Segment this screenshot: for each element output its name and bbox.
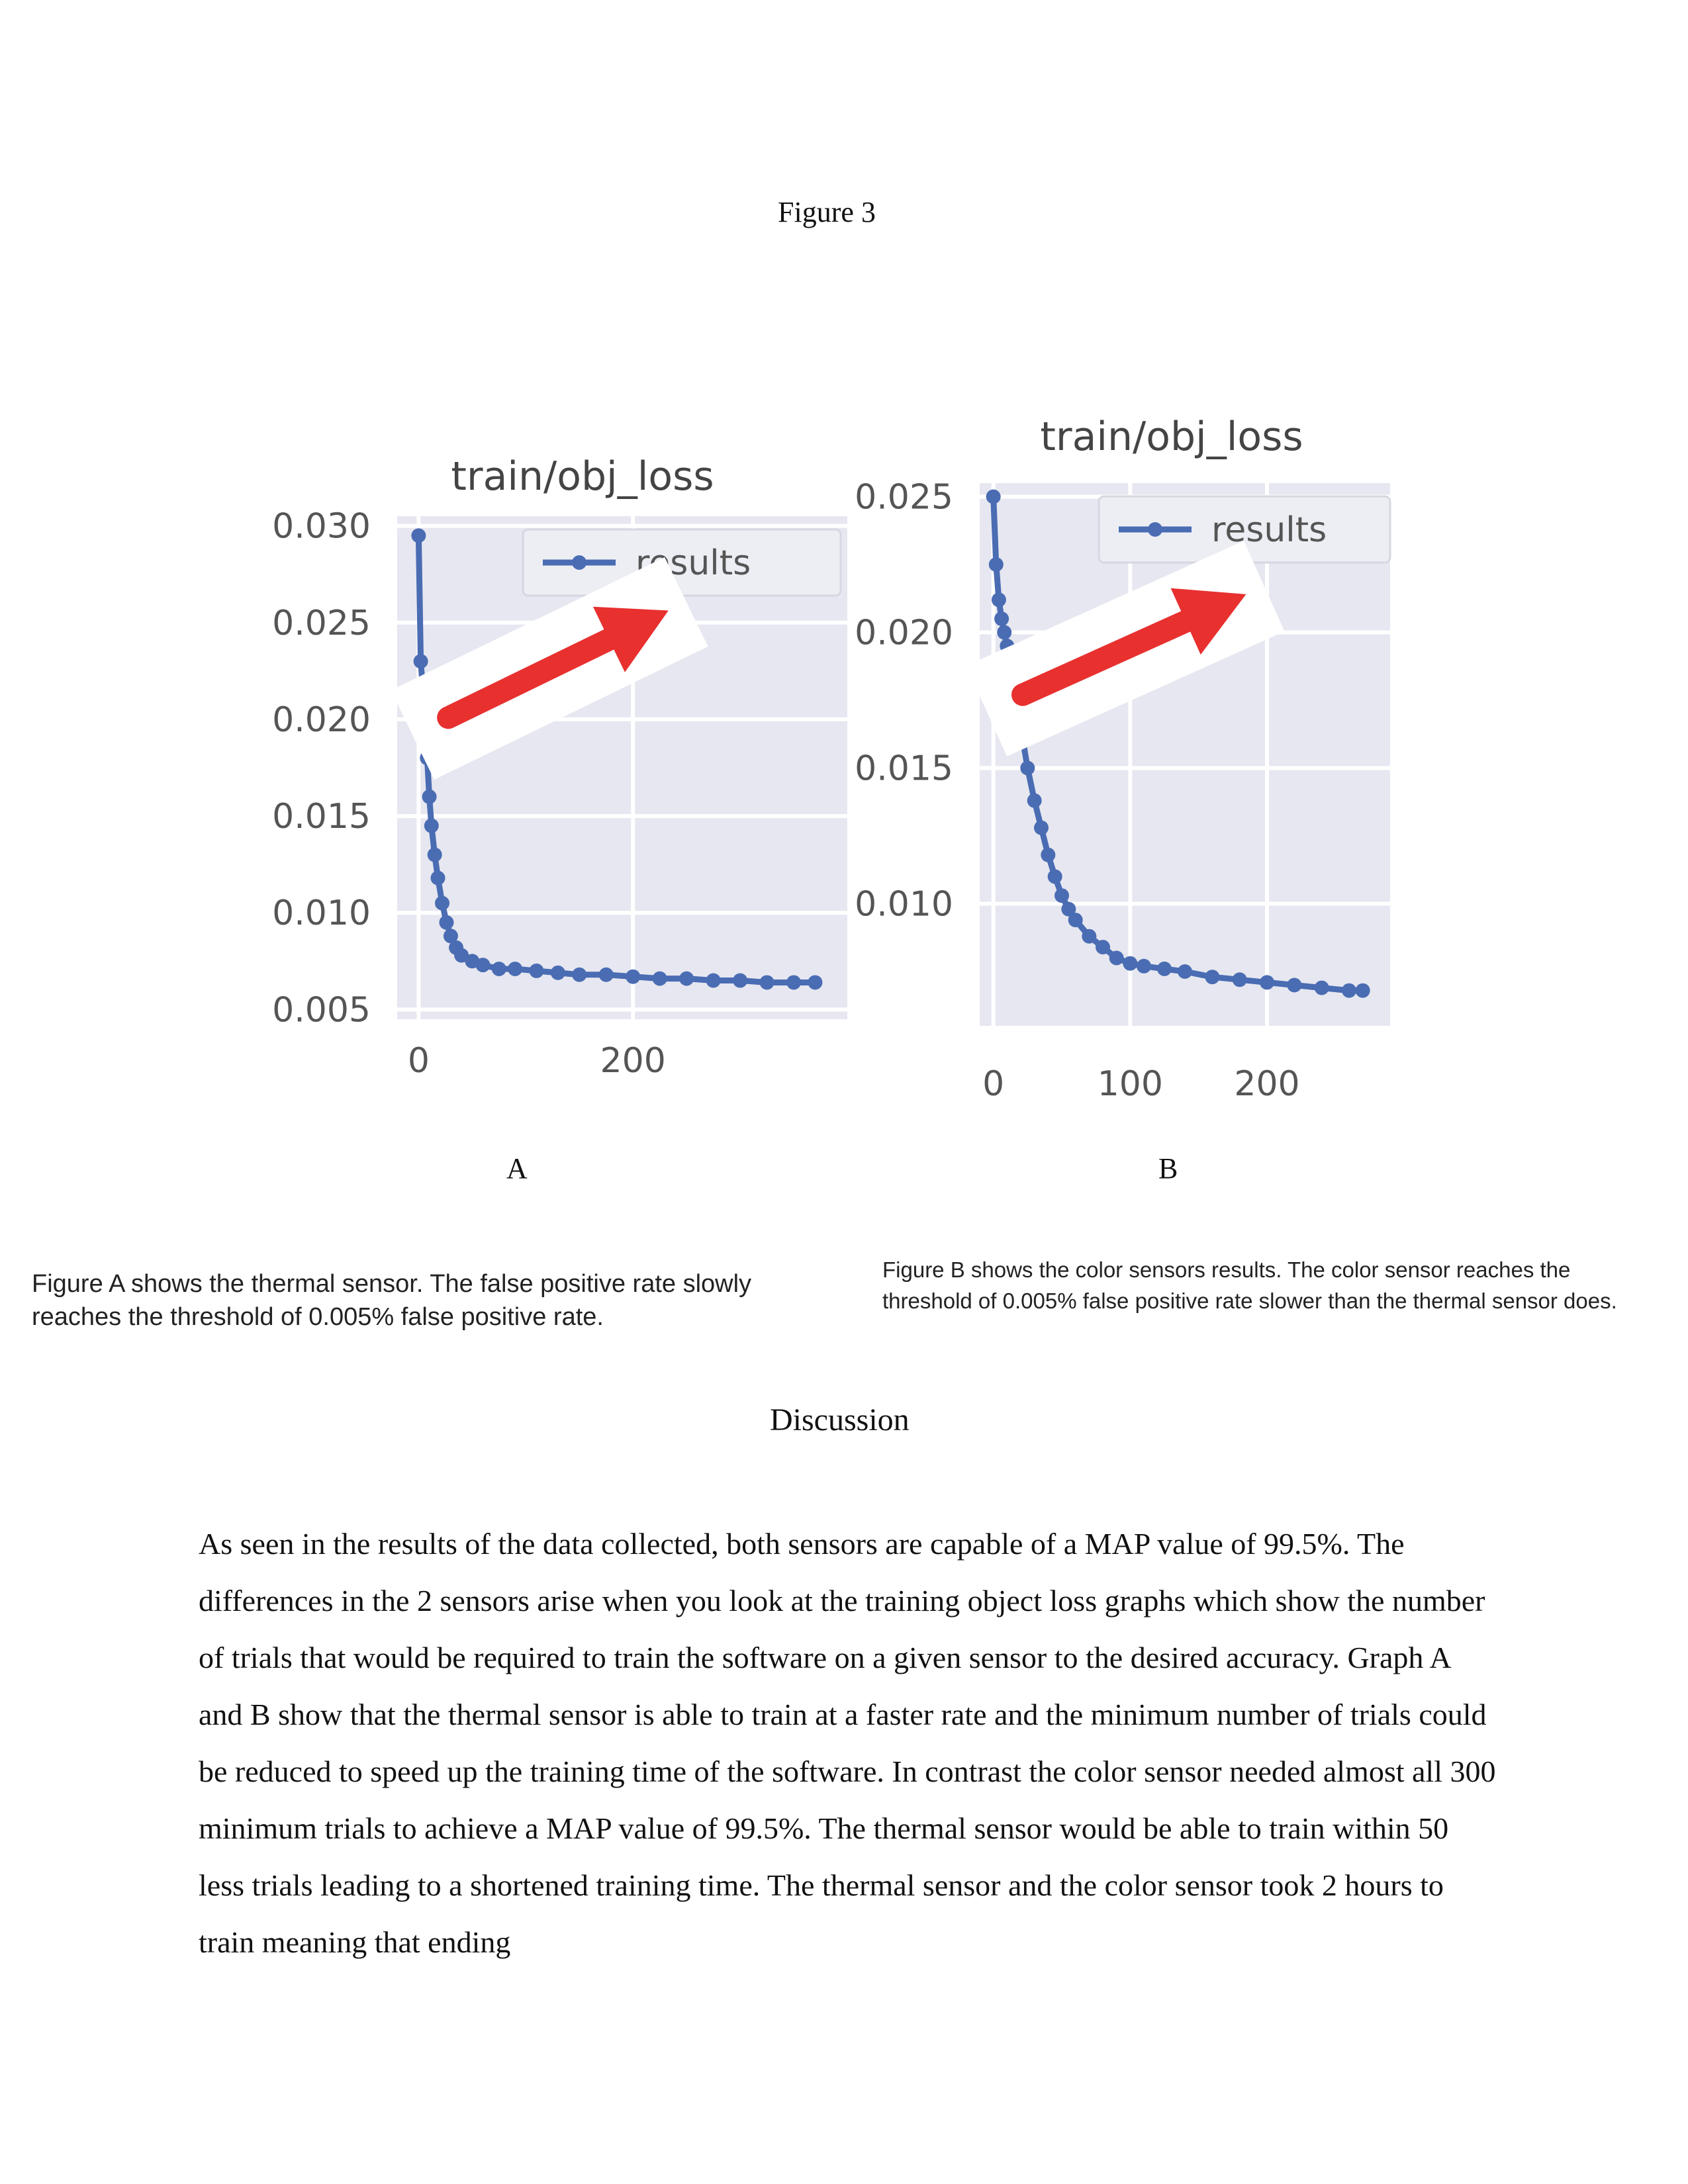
caption-a: Figure A shows the thermal sensor. The f… xyxy=(32,1270,752,1331)
chart-b-data-point xyxy=(1205,970,1220,985)
chart-b-data-point xyxy=(1096,940,1110,955)
chart-b-data-point xyxy=(1123,956,1138,971)
chart-a-y-tick-label: 0.025 xyxy=(272,604,371,643)
chart-a-data-point xyxy=(786,975,802,990)
chart-a-data-point xyxy=(733,973,748,988)
chart-a-data-point xyxy=(439,915,454,930)
chart-a-data-point xyxy=(572,967,587,982)
chart-a-data-point xyxy=(759,975,774,990)
caption-b: Figure B shows the color sensors results… xyxy=(882,1257,1617,1313)
chart-b-data-point xyxy=(1232,972,1247,987)
chart-a-data-point xyxy=(491,962,506,976)
chart-b-data-point xyxy=(1020,760,1035,776)
discussion-paragraph: As seen in the results of the data colle… xyxy=(199,1527,1496,1959)
chart-b-y-tick-label: 0.015 xyxy=(855,749,953,789)
chart-a-data-point xyxy=(529,963,544,978)
chart-b-data-point xyxy=(1082,929,1097,944)
chart-b-annotation-arrow xyxy=(966,541,1285,756)
chart-a-arrow-shaft xyxy=(437,625,626,729)
chart-a-arrow-head xyxy=(592,606,669,672)
chart-b-title: train/obj_loss xyxy=(1040,414,1303,460)
chart-a-svg: 0 200 0.030 0.025 0.020 0.015 0.010 0.005 train/… xyxy=(272,453,847,1081)
chart-b-plot-area xyxy=(980,483,1390,1026)
chart-a-y-tick-label: 0.005 xyxy=(272,990,371,1030)
chart-b-y-tick-label: 0.025 xyxy=(855,478,953,518)
chart-a-data-point xyxy=(430,870,445,886)
chart-a: 0 200 0.030 0.025 0.020 0.015 0.010 0.005 train/… xyxy=(252,450,847,1112)
chart-b-svg: 0 100 200 0.025 0.020 0.015 0.010 train/obj_los… xyxy=(855,414,1391,1104)
chart-a-y-tick-label: 0.030 xyxy=(272,507,371,547)
chart-b-data-point xyxy=(1342,983,1356,998)
chart-b-data-point xyxy=(1047,869,1062,884)
figure-label-a: A xyxy=(506,1152,528,1185)
chart-b-data-point xyxy=(1157,961,1172,976)
chart-a-data-point xyxy=(411,528,426,543)
chart-b-legend-label: results xyxy=(1211,510,1327,550)
chart-b-data-point xyxy=(1041,847,1056,862)
chart-a-annotation-arrow xyxy=(391,557,708,780)
chart-b-data-point xyxy=(988,557,1004,572)
chart-b-y-tick-label: 0.010 xyxy=(855,885,953,925)
chart-a-x-tick-label: 0 xyxy=(408,1041,430,1081)
chart-a-data-point xyxy=(413,654,428,669)
chart-a-data-point xyxy=(808,975,823,990)
chart-b-data-point xyxy=(1178,964,1192,979)
chart-b-legend-marker xyxy=(1148,522,1162,537)
chart-a-y-tick-label: 0.010 xyxy=(272,893,371,933)
figure-title: Figure 3 xyxy=(778,196,876,228)
chart-b-data-point xyxy=(1034,820,1049,835)
chart-b-data-point xyxy=(1068,913,1083,928)
chart-b-y-tick-label: 0.020 xyxy=(855,614,953,653)
chart-b-data-point xyxy=(1260,975,1274,990)
chart-b-data-point xyxy=(1055,888,1069,903)
figure-label-b: B xyxy=(1158,1152,1178,1185)
chart-b-data-point xyxy=(986,489,1001,504)
chart-b-data-point xyxy=(1109,950,1124,966)
chart-a-data-point xyxy=(679,971,694,986)
chart-a-data-point xyxy=(443,929,458,944)
chart-a-data-point xyxy=(508,962,523,976)
chart-a-data-point xyxy=(435,895,449,911)
chart-b-data-point xyxy=(1061,901,1076,917)
chart-a-legend-marker xyxy=(572,555,586,570)
chart-b-data-point xyxy=(991,592,1006,608)
chart-b-x-tick-label: 0 xyxy=(982,1064,1004,1104)
chart-a-data-point xyxy=(626,969,641,984)
chart-a-data-point xyxy=(475,958,491,973)
chart-a-data-point xyxy=(454,948,469,963)
chart-a-data-point xyxy=(652,971,667,986)
chart-b-data-point xyxy=(1027,793,1042,808)
chart-a-data-point xyxy=(706,973,721,988)
chart-b: 0 100 200 0.025 0.020 0.015 0.010 train/obj_los… xyxy=(827,410,1423,1125)
chart-b-data-point xyxy=(997,625,1012,640)
chart-a-y-tick-label: 0.020 xyxy=(272,700,371,740)
chart-b-x-tick-label: 100 xyxy=(1098,1064,1163,1104)
chart-b-arrow-head xyxy=(1170,588,1246,655)
chart-b-data-point xyxy=(1137,958,1151,974)
chart-a-data-point xyxy=(422,789,437,804)
chart-a-data-point xyxy=(550,965,565,980)
chart-b-x-tick-label: 200 xyxy=(1234,1064,1299,1104)
chart-a-data-point xyxy=(427,847,442,862)
chart-a-x-tick-label: 200 xyxy=(600,1041,666,1081)
chart-a-data-point xyxy=(424,818,439,833)
discussion-heading: Discussion xyxy=(770,1402,910,1437)
chart-b-data-point xyxy=(1287,978,1302,993)
chart-a-data-point xyxy=(598,967,614,982)
chart-b-data-point xyxy=(994,612,1009,626)
chart-b-data-point xyxy=(1314,980,1329,995)
chart-a-y-tick-label: 0.015 xyxy=(272,797,371,837)
chart-b-data-point xyxy=(1355,983,1370,998)
chart-a-title: train/obj_loss xyxy=(451,453,714,500)
chart-b-arrow-shaft xyxy=(1011,607,1203,706)
